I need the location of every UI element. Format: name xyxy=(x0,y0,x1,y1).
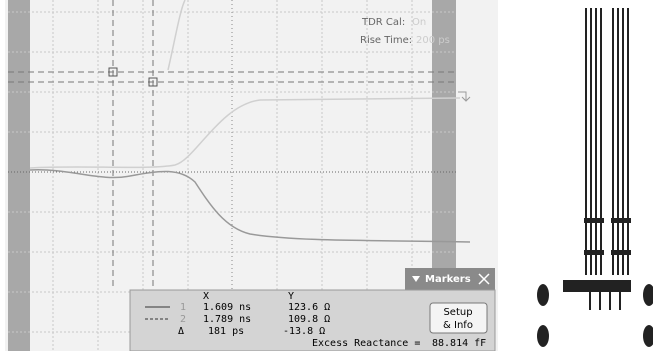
col-y: Y xyxy=(288,291,294,302)
setup-button[interactable] xyxy=(429,302,488,334)
markers-title: Markers xyxy=(425,274,471,285)
excess-value: 88.814 fF xyxy=(432,338,486,349)
marker-1-y: 123.6 Ω xyxy=(288,302,330,313)
trace-reflected xyxy=(29,97,461,169)
collapse-icon[interactable] xyxy=(412,276,420,282)
marker-box-1 xyxy=(108,67,118,77)
marker-box-2 xyxy=(148,77,158,87)
trace-arrow xyxy=(458,91,471,102)
pcb-pads xyxy=(537,218,653,347)
close-icon[interactable] xyxy=(478,273,490,285)
delta-y: -13.8 Ω xyxy=(283,326,325,337)
marker-2-x: 1.789 ns xyxy=(203,314,251,325)
markers-tab[interactable] xyxy=(405,268,495,290)
marker-2-y: 109.8 Ω xyxy=(288,314,330,325)
tdr-cal-label: TDR Cal: xyxy=(361,17,405,28)
delta-symbol: Δ xyxy=(178,326,184,337)
delta-x: 181 ps xyxy=(208,326,244,337)
col-x: X xyxy=(203,291,209,302)
marker-1-id: 1 xyxy=(180,302,186,313)
left-bar xyxy=(8,0,30,351)
rise-time-value: 200 ps xyxy=(416,35,450,46)
trace-impedance xyxy=(29,169,471,243)
excess-label: Excess Reactance = xyxy=(312,338,420,349)
rise-time-label: Rise Time: xyxy=(360,35,412,46)
marker-2-id: 2 xyxy=(180,314,186,325)
pcb-traces xyxy=(585,8,629,310)
trace-step xyxy=(167,0,186,71)
setup-line2: & Info xyxy=(443,320,473,331)
setup-line1: Setup xyxy=(443,307,472,318)
marker-1-x: 1.609 ns xyxy=(203,302,251,313)
tdr-cal-value: On xyxy=(412,17,426,28)
